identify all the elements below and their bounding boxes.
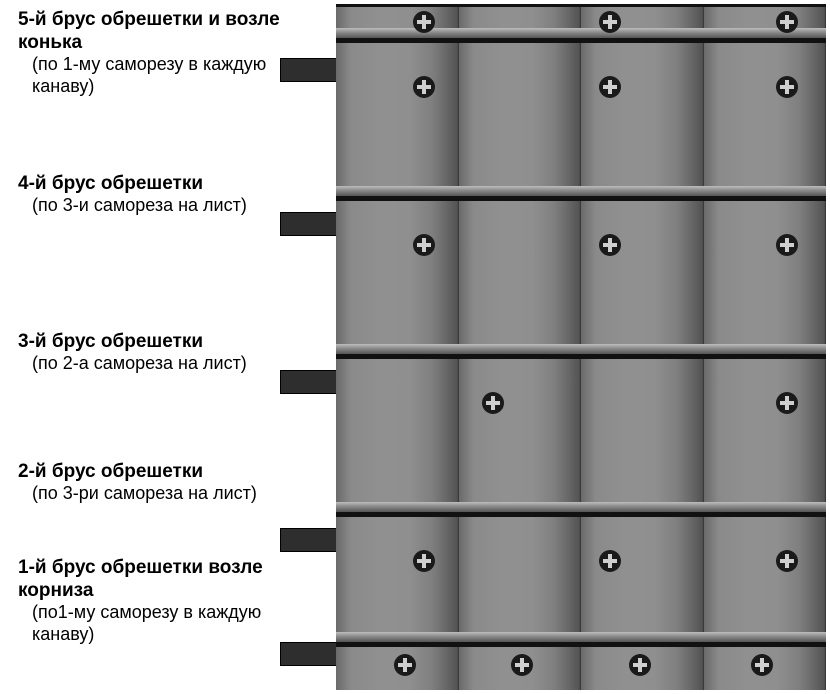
roof-panel [336,4,826,690]
tile-surface [336,514,826,644]
tile-column [581,198,704,356]
label-row5-sub: (по 1-му саморезу в каждую канаву) [18,54,280,98]
row-top-line [336,40,826,43]
tile-column [581,356,704,514]
screw-icon [511,654,533,676]
screw-icon [776,550,798,572]
tile-row-r0 [336,644,826,690]
label-row1-title: 1-й брус обрешетки возле корниза [18,556,280,602]
tile-column [336,514,459,644]
batten-1 [280,642,340,666]
label-row1: 1-й брус обрешетки возле корниза (по1-му… [18,556,280,646]
tile-row-r4 [336,40,826,198]
row-top-line [336,4,826,7]
label-row4-sub: (по 3-и самореза на лист) [18,195,280,217]
screw-icon [776,234,798,256]
label-row2-sub: (по 3-ри самореза на лист) [18,483,280,505]
screw-icon [776,76,798,98]
label-row2-title: 2-й брус обрешетки [18,460,280,483]
tile-surface [336,40,826,198]
label-row5-title: 5-й брус обрешетки и возле конька [18,8,280,54]
tile-row-r5 [336,4,826,40]
batten-5 [280,58,340,82]
screw-icon [482,392,504,414]
label-row5: 5-й брус обрешетки и возле конька (по 1-… [18,8,280,98]
tile-column [581,40,704,198]
label-row4: 4-й брус обрешетки (по 3-и самореза на л… [18,172,280,217]
label-row3-title: 3-й брус обрешетки [18,330,280,353]
screw-icon [413,11,435,33]
tile-column [336,356,459,514]
tile-column [704,40,827,198]
tile-column [336,198,459,356]
row-top-line [336,356,826,359]
screw-icon [629,654,651,676]
tile-surface [336,356,826,514]
screw-icon [413,76,435,98]
screw-icon [413,550,435,572]
label-row1-sub: (по1-му саморезу в каждую канаву) [18,602,280,646]
tile-column [704,198,827,356]
tile-surface [336,198,826,356]
tile-column [459,514,582,644]
screw-icon [751,654,773,676]
label-row2: 2-й брус обрешетки (по 3-ри самореза на … [18,460,280,505]
tile-row-r3 [336,198,826,356]
screw-icon [599,11,621,33]
batten-2 [280,528,340,552]
tile-column [704,514,827,644]
screw-icon [599,234,621,256]
row-top-line [336,198,826,201]
tile-row-r2 [336,356,826,514]
batten-3 [280,370,340,394]
screw-icon [776,11,798,33]
label-row3-sub: (по 2-а самореза на лист) [18,353,280,375]
tile-column [459,40,582,198]
tile-column [704,356,827,514]
row-top-line [336,644,826,647]
labels-column: 5-й брус обрешетки и возле конька (по 1-… [0,0,290,694]
tile-column [581,514,704,644]
screw-icon [394,654,416,676]
tile-column [336,40,459,198]
screw-icon [776,392,798,414]
tile-column [459,356,582,514]
label-row3: 3-й брус обрешетки (по 2-а самореза на л… [18,330,280,375]
batten-4 [280,212,340,236]
row-top-line [336,514,826,517]
tile-column [459,198,582,356]
screw-icon [413,234,435,256]
tile-row-r1 [336,514,826,644]
screw-icon [599,76,621,98]
label-row4-title: 4-й брус обрешетки [18,172,280,195]
screw-icon [599,550,621,572]
roof-screw-diagram: 5-й брус обрешетки и возле конька (по 1-… [0,0,830,694]
